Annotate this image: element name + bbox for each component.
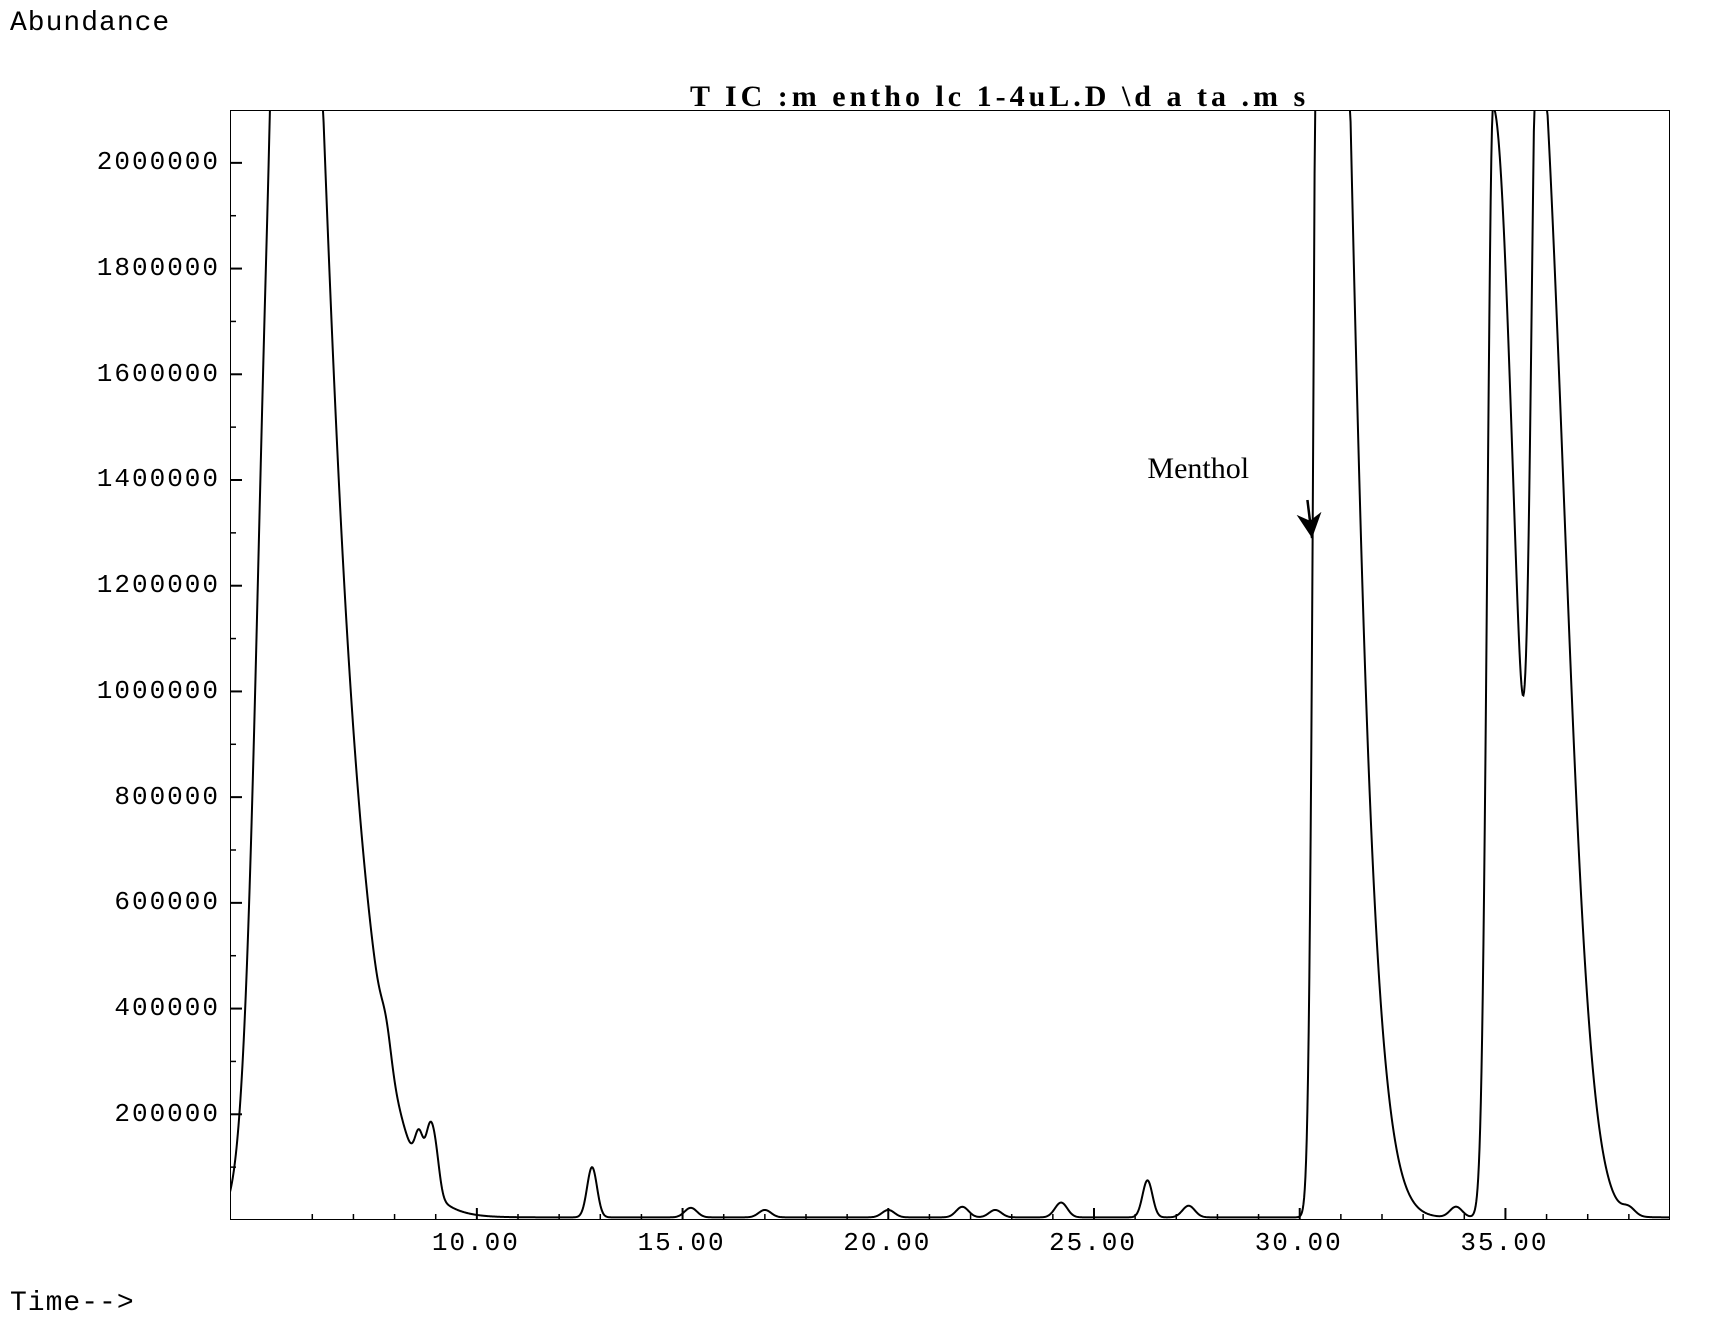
- chromatogram-svg: [230, 110, 1670, 1220]
- x-tick-label: 30.00: [1255, 1228, 1343, 1258]
- y-tick-label: 1400000: [97, 464, 220, 494]
- y-tick-label: 1600000: [97, 359, 220, 389]
- plot-area: [230, 110, 1670, 1220]
- y-axis-label: Abundance: [10, 8, 170, 39]
- y-tick-label: 400000: [114, 993, 220, 1023]
- y-tick-label: 800000: [114, 782, 220, 812]
- x-tick-label: 35.00: [1460, 1228, 1548, 1258]
- y-tick-label: 2000000: [97, 147, 220, 177]
- chart-title: T IC :m entho lc 1-4uL.D \d a ta .m s: [690, 80, 1309, 114]
- x-axis-label: Time-->: [10, 1288, 135, 1319]
- chromatogram-page: { "labels": { "y_axis": "Abundance", "x_…: [0, 0, 1713, 1333]
- y-tick-label: 200000: [114, 1099, 220, 1129]
- y-tick-label: 1200000: [97, 570, 220, 600]
- x-tick-label: 15.00: [638, 1228, 726, 1258]
- y-tick-label: 1800000: [97, 253, 220, 283]
- x-tick-label: 20.00: [843, 1228, 931, 1258]
- y-tick-label: 1000000: [97, 676, 220, 706]
- x-tick-label: 10.00: [432, 1228, 520, 1258]
- peak-annotation-label: Menthol: [1147, 452, 1249, 486]
- y-tick-label: 600000: [114, 887, 220, 917]
- x-tick-label: 25.00: [1049, 1228, 1137, 1258]
